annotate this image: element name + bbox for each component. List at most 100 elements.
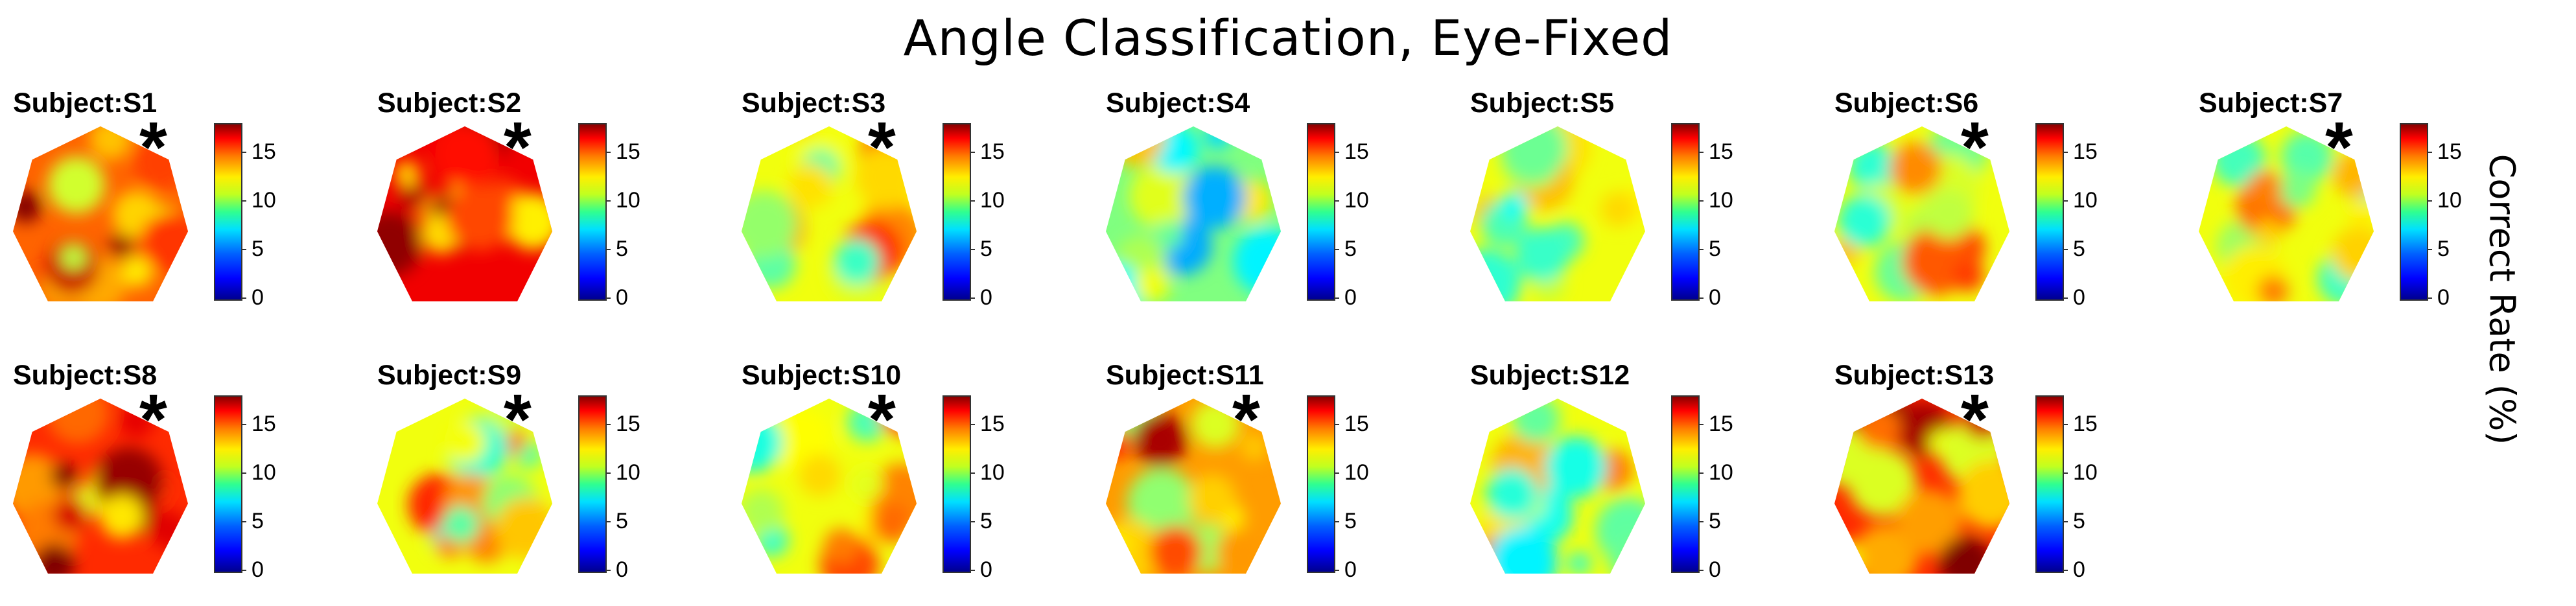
colorbar bbox=[2035, 123, 2064, 301]
colorbar-tick-label: 5 bbox=[252, 237, 264, 261]
colorbar bbox=[943, 395, 971, 573]
topomap bbox=[1470, 399, 1645, 574]
colorbar-tick bbox=[605, 200, 611, 202]
colorbar-tick-label: 10 bbox=[1344, 460, 1369, 485]
panel-title: Subject:S9 bbox=[377, 360, 522, 391]
topomap-blob bbox=[1488, 527, 1558, 574]
significance-star: * bbox=[1961, 108, 1989, 187]
colorbar bbox=[1307, 123, 1335, 301]
colorbar-tick bbox=[1698, 249, 1704, 250]
colorbar-tick-label: 0 bbox=[2073, 285, 2085, 310]
significance-star: * bbox=[1232, 380, 1260, 460]
topomap-panel: Subject:S3 * 0 5 10 15 bbox=[729, 87, 1092, 334]
colorbar-tick bbox=[1334, 297, 1339, 299]
colorbar-tick bbox=[241, 297, 246, 299]
topomap bbox=[377, 399, 552, 574]
colorbar-tick bbox=[605, 424, 611, 425]
topomap-blob bbox=[1127, 468, 1196, 537]
colorbar-tick-label: 5 bbox=[980, 509, 992, 533]
panel-title: Subject:S11 bbox=[1106, 360, 1264, 391]
significance-star: * bbox=[868, 108, 896, 187]
colorbar-tick bbox=[2427, 152, 2432, 153]
significance-star: * bbox=[139, 380, 167, 460]
topomap-blob bbox=[1889, 142, 1942, 195]
topomap-blob bbox=[1241, 434, 1268, 461]
topomap bbox=[742, 126, 917, 301]
colorbar-tick bbox=[970, 200, 975, 202]
topomap-blob bbox=[393, 161, 421, 188]
colorbar-tick bbox=[1698, 424, 1704, 425]
colorbar bbox=[2400, 123, 2428, 301]
significance-star: * bbox=[1961, 380, 1989, 460]
colorbar-tick bbox=[605, 472, 611, 474]
colorbar-tick bbox=[1698, 200, 1704, 202]
panel-title: Subject:S1 bbox=[13, 87, 158, 119]
topomap-panel: Subject:S1 * 0 5 10 15 bbox=[0, 87, 363, 334]
colorbar-tick-label: 0 bbox=[1709, 557, 1721, 582]
topomap bbox=[13, 399, 188, 574]
colorbar bbox=[578, 123, 607, 301]
topomap-blob bbox=[1129, 163, 1195, 229]
topomap bbox=[2199, 126, 2374, 301]
colorbar-tick-label: 5 bbox=[2073, 237, 2085, 261]
colorbar-tick-label: 15 bbox=[616, 139, 640, 164]
colorbar-tick-label: 15 bbox=[616, 412, 640, 436]
colorbar-tick-label: 15 bbox=[2073, 139, 2098, 164]
colorbar-tick-label: 5 bbox=[1344, 237, 1357, 261]
topomap bbox=[1834, 399, 2009, 574]
colorbar-tick-label: 0 bbox=[980, 285, 992, 310]
colorbar-tick bbox=[1334, 472, 1339, 474]
colorbar-tick bbox=[2063, 570, 2068, 571]
colorbar-tick bbox=[1334, 152, 1339, 153]
topomap-panel: Subject:S2 * 0 5 10 15 bbox=[364, 87, 727, 334]
colorbar-tick bbox=[1334, 424, 1339, 425]
colorbar-tick-label: 15 bbox=[252, 139, 276, 164]
topomap-blob bbox=[149, 510, 188, 550]
colorbar-tick bbox=[605, 521, 611, 522]
topomap-blob bbox=[121, 255, 153, 287]
colorbar-tick bbox=[970, 570, 975, 571]
topomap-blob bbox=[1923, 189, 1974, 240]
topomap-blob bbox=[1132, 412, 1188, 467]
colorbar-tick-label: 15 bbox=[1709, 412, 1733, 436]
topomap-panel: Subject:S4 0 5 10 15 bbox=[1093, 87, 1456, 334]
topomap-blob bbox=[2247, 170, 2282, 206]
topomap bbox=[742, 399, 917, 574]
colorbar-tick bbox=[241, 521, 246, 522]
topomap-blob bbox=[823, 528, 859, 563]
significance-star: * bbox=[868, 380, 896, 460]
colorbar-tick bbox=[2063, 200, 2068, 202]
colorbar-tick bbox=[241, 424, 246, 425]
colorbar-tick-label: 15 bbox=[252, 412, 276, 436]
topomap-blob bbox=[798, 454, 841, 496]
topomap-blob bbox=[2278, 170, 2317, 208]
colorbar-tick-label: 10 bbox=[252, 460, 276, 485]
colorbar-tick bbox=[970, 297, 975, 299]
topomap-blob bbox=[1896, 489, 1962, 555]
colorbar-tick bbox=[241, 152, 246, 153]
topomap-blob bbox=[447, 183, 514, 251]
topomap-blob bbox=[1852, 524, 1918, 574]
colorbar-tick-label: 0 bbox=[2073, 557, 2085, 582]
topomap-blob bbox=[1134, 266, 1171, 301]
colorbar-tick bbox=[605, 297, 611, 299]
topomap-blob bbox=[109, 232, 135, 258]
colorbar-tick bbox=[2063, 472, 2068, 474]
topomap-blob bbox=[435, 126, 500, 187]
panel-title: Subject:S3 bbox=[742, 87, 886, 119]
topomap-blob bbox=[51, 462, 77, 489]
colorbar-tick bbox=[1334, 249, 1339, 250]
colorbar-tick-label: 0 bbox=[1709, 285, 1721, 310]
colorbar-tick bbox=[1698, 521, 1704, 522]
topomap-blob bbox=[444, 421, 486, 463]
topomap-blob bbox=[2255, 220, 2281, 246]
topomap-blob bbox=[1499, 191, 1528, 220]
colorbar bbox=[1671, 123, 1700, 301]
topomap-blob bbox=[1952, 259, 1984, 292]
colorbar-tick-label: 10 bbox=[616, 460, 640, 485]
colorbar-tick-label: 5 bbox=[616, 509, 628, 533]
colorbar bbox=[1307, 395, 1335, 573]
colorbar-tick bbox=[241, 570, 246, 571]
topomap-blob bbox=[1938, 536, 1994, 574]
colorbar-tick bbox=[970, 249, 975, 250]
